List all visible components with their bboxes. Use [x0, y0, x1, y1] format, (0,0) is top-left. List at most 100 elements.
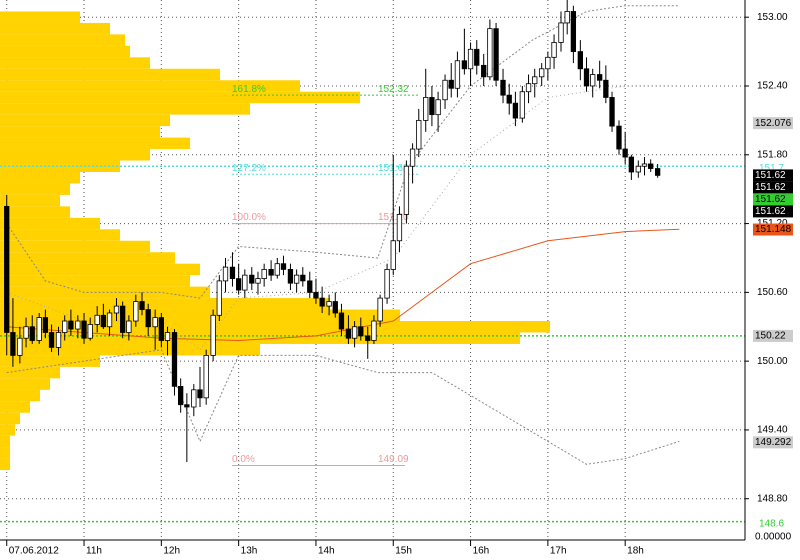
x-tick-label: 07.06.2012 — [9, 546, 59, 557]
candle-body — [152, 317, 158, 328]
profile-bar — [0, 412, 20, 425]
candle-body — [487, 28, 493, 78]
candle-body — [551, 42, 557, 58]
x-tick-label: 15h — [395, 546, 412, 557]
price-box — [753, 181, 793, 194]
axes: 148.80149.40150.00150.60151.20151.80152.… — [6, 12, 799, 557]
y-tick-label: 152.40 — [757, 81, 788, 92]
price-box-label: 0.00000 — [755, 532, 792, 543]
candle-body — [648, 163, 654, 169]
price-box-label: 152.076 — [755, 118, 792, 129]
candle-body — [396, 213, 403, 242]
price-box-label: 150.22 — [755, 331, 786, 342]
profile-bar — [0, 91, 360, 104]
volume-profile — [0, 11, 550, 471]
profile-bar — [0, 275, 190, 287]
profile-bar — [0, 424, 15, 436]
profile-bar — [0, 458, 10, 471]
price-box — [753, 117, 793, 130]
y-tick-label: 153.00 — [757, 12, 788, 23]
profile-bar — [0, 149, 150, 161]
candle-body — [203, 355, 209, 399]
candle-body — [106, 312, 113, 328]
candle-body — [519, 91, 526, 119]
candle-body — [216, 280, 222, 316]
overlay-line — [6, 349, 680, 465]
candle-body — [235, 278, 242, 291]
price-box-label: 151.62 — [755, 206, 786, 217]
candle-body — [158, 317, 164, 341]
candle-body — [255, 278, 261, 284]
price-box — [753, 205, 793, 218]
profile-bar — [0, 332, 520, 344]
candle-body — [512, 102, 519, 119]
candle-body — [338, 312, 345, 330]
candle-body — [423, 97, 429, 121]
price-box — [753, 436, 793, 449]
candle-body — [145, 309, 151, 328]
candle-body — [377, 297, 383, 322]
price-box-label: 151.148 — [755, 224, 792, 235]
candle-body — [545, 56, 551, 70]
candle-body — [113, 305, 120, 314]
candle-body — [36, 317, 42, 341]
candle-body — [191, 389, 197, 408]
candle-body — [435, 99, 441, 116]
candle-body — [184, 404, 190, 408]
candle-body — [597, 74, 603, 81]
candle-body — [628, 156, 635, 173]
profile-bar — [0, 378, 50, 390]
candle-body — [506, 94, 512, 104]
price-box — [753, 169, 793, 182]
candle-body — [590, 74, 596, 87]
profile-bar — [0, 286, 210, 299]
profile-bar — [0, 103, 250, 115]
profile-bar — [0, 57, 150, 69]
candle-body — [577, 51, 583, 70]
candle-body — [280, 263, 287, 270]
candle-body — [358, 326, 364, 337]
candle-body — [525, 83, 532, 93]
candle-body — [403, 165, 410, 215]
candle-body — [635, 165, 641, 173]
candle-body — [481, 64, 487, 78]
profile-bar — [0, 217, 100, 230]
candle-body — [81, 320, 87, 339]
candle-body — [274, 263, 280, 276]
candle-body — [307, 280, 313, 293]
candle-body — [133, 301, 139, 322]
y-tick-label: 148.80 — [757, 493, 788, 504]
candle-body — [87, 324, 93, 339]
profile-bar — [0, 389, 40, 402]
candle-body — [23, 326, 29, 339]
candle-body — [222, 266, 229, 282]
profile-bar — [0, 45, 130, 58]
candle-body — [126, 320, 132, 333]
x-tick-label: 18h — [627, 546, 644, 557]
x-tick-label: 13h — [241, 546, 258, 557]
profile-bar — [0, 229, 120, 241]
candle-body — [429, 97, 435, 116]
level-label: 151.7 — [759, 163, 784, 174]
candle-body — [558, 22, 564, 43]
candle-body — [300, 274, 306, 282]
candle-body — [461, 60, 468, 70]
candle-body — [94, 314, 100, 325]
candle-body — [55, 332, 62, 348]
level-label: 148.6 — [759, 518, 784, 529]
candle-body — [319, 297, 325, 307]
candle-body — [654, 168, 661, 176]
x-tick-label: 17h — [550, 546, 567, 557]
profile-bar — [0, 114, 170, 127]
candle-body — [48, 332, 55, 348]
candle-body — [609, 97, 615, 127]
candle-body — [17, 337, 23, 356]
profile-bar — [0, 206, 70, 218]
candle-body — [75, 320, 81, 330]
candle-body — [164, 332, 171, 341]
candle-body — [384, 269, 390, 299]
candle-body — [249, 274, 255, 284]
candle-body — [139, 301, 145, 310]
